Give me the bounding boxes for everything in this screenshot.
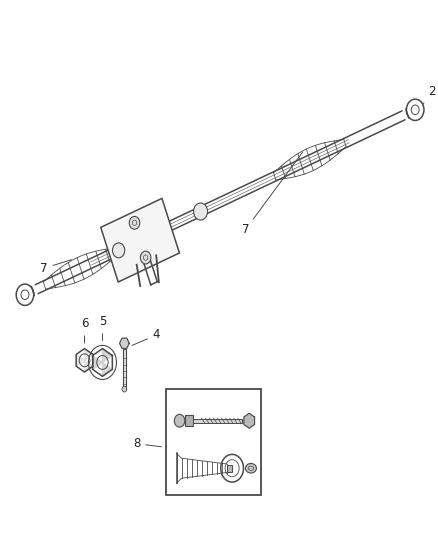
Circle shape — [141, 251, 151, 264]
Circle shape — [174, 414, 185, 427]
Ellipse shape — [245, 463, 256, 473]
Text: 7: 7 — [241, 152, 303, 237]
Polygon shape — [92, 356, 102, 369]
Text: 7: 7 — [40, 260, 71, 275]
Bar — [227, 464, 232, 472]
Circle shape — [194, 203, 208, 220]
Polygon shape — [85, 360, 93, 372]
Text: 2: 2 — [423, 85, 436, 104]
Bar — [185, 415, 193, 426]
Text: 4: 4 — [132, 328, 160, 345]
Circle shape — [122, 386, 127, 392]
Text: 8: 8 — [133, 437, 162, 450]
Polygon shape — [102, 362, 112, 376]
Polygon shape — [85, 349, 93, 360]
Polygon shape — [76, 354, 85, 366]
Text: 5: 5 — [99, 315, 106, 341]
Bar — [123, 349, 126, 389]
Bar — [193, 419, 242, 423]
Text: 1: 1 — [134, 232, 151, 253]
Polygon shape — [244, 413, 254, 428]
Polygon shape — [102, 349, 112, 362]
Circle shape — [113, 243, 125, 258]
Polygon shape — [101, 198, 180, 282]
Polygon shape — [120, 338, 129, 349]
Text: 6: 6 — [81, 317, 88, 343]
Bar — [166, 389, 261, 495]
Circle shape — [129, 216, 140, 229]
